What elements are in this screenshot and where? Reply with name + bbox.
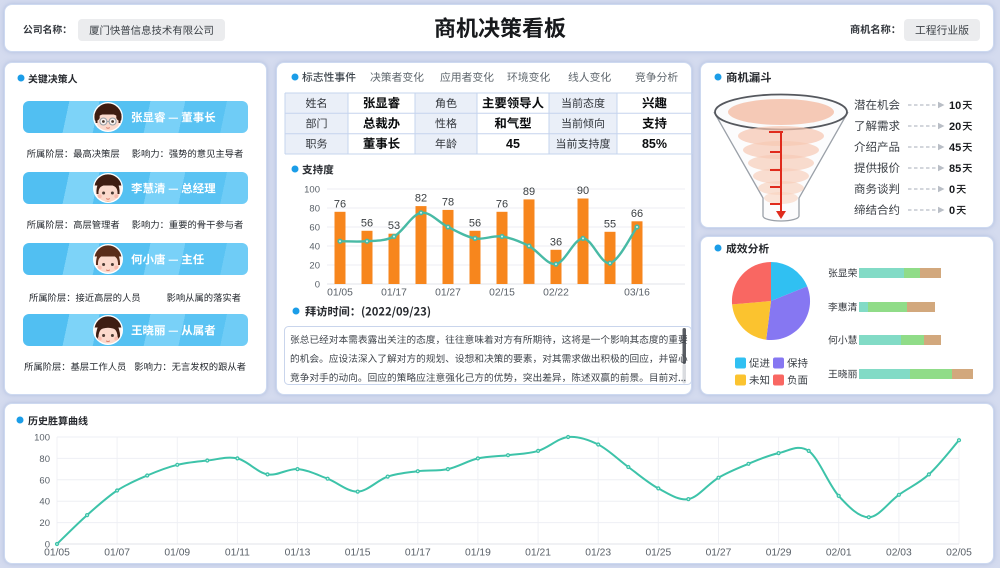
svg-text:55: 55 <box>604 218 616 230</box>
svg-text:02/01: 02/01 <box>826 548 852 559</box>
svg-text:02/15: 02/15 <box>489 288 515 299</box>
svg-text:100: 100 <box>304 185 320 196</box>
svg-text:85: 85 <box>949 163 961 175</box>
svg-text:10: 10 <box>949 100 961 112</box>
svg-text:01/09: 01/09 <box>164 548 190 559</box>
svg-text:01/27: 01/27 <box>706 548 732 559</box>
svg-text:45: 45 <box>506 137 520 151</box>
svg-text:60: 60 <box>39 475 50 486</box>
svg-text:20: 20 <box>949 121 961 133</box>
svg-text:78: 78 <box>442 196 454 208</box>
svg-text:0: 0 <box>949 184 955 196</box>
svg-text:90: 90 <box>577 185 589 197</box>
svg-text:02/22: 02/22 <box>543 288 569 299</box>
svg-text:01/17: 01/17 <box>405 548 431 559</box>
svg-text:0: 0 <box>45 540 50 551</box>
svg-text:01/25: 01/25 <box>645 548 671 559</box>
svg-text:01/23: 01/23 <box>585 548 611 559</box>
svg-text:01/05: 01/05 <box>327 288 353 299</box>
svg-text:40: 40 <box>309 242 320 253</box>
svg-text:01/05: 01/05 <box>44 548 70 559</box>
svg-text:56: 56 <box>469 217 481 229</box>
svg-text:01/19: 01/19 <box>465 548 491 559</box>
svg-text:02/05: 02/05 <box>946 548 972 559</box>
svg-text:01/15: 01/15 <box>345 548 371 559</box>
svg-text:01/17: 01/17 <box>381 288 407 299</box>
svg-text:76: 76 <box>496 198 508 210</box>
svg-text:56: 56 <box>361 217 373 229</box>
svg-text:66: 66 <box>631 208 643 220</box>
svg-text:82: 82 <box>415 193 427 205</box>
svg-text:85%: 85% <box>642 137 667 151</box>
svg-text:45: 45 <box>949 142 961 154</box>
svg-text:36: 36 <box>550 236 562 248</box>
svg-text:40: 40 <box>39 497 50 508</box>
svg-text:03/16: 03/16 <box>624 288 650 299</box>
svg-text:53: 53 <box>388 220 400 232</box>
svg-text:20: 20 <box>309 261 320 272</box>
svg-text:01/13: 01/13 <box>285 548 311 559</box>
svg-text:89: 89 <box>523 186 535 198</box>
svg-text:100: 100 <box>34 433 50 444</box>
svg-text:01/27: 01/27 <box>435 288 461 299</box>
svg-text:01/29: 01/29 <box>766 548 792 559</box>
svg-text:02/03: 02/03 <box>886 548 912 559</box>
svg-text:0: 0 <box>315 280 320 291</box>
svg-text:80: 80 <box>309 204 320 215</box>
svg-text:76: 76 <box>334 198 346 210</box>
svg-text:01/11: 01/11 <box>225 548 250 559</box>
svg-text:0: 0 <box>949 205 955 217</box>
svg-text:01/21: 01/21 <box>525 548 551 559</box>
svg-text:01/07: 01/07 <box>104 548 130 559</box>
svg-text:20: 20 <box>39 518 50 529</box>
svg-text:60: 60 <box>309 223 320 234</box>
svg-text:80: 80 <box>39 454 50 465</box>
